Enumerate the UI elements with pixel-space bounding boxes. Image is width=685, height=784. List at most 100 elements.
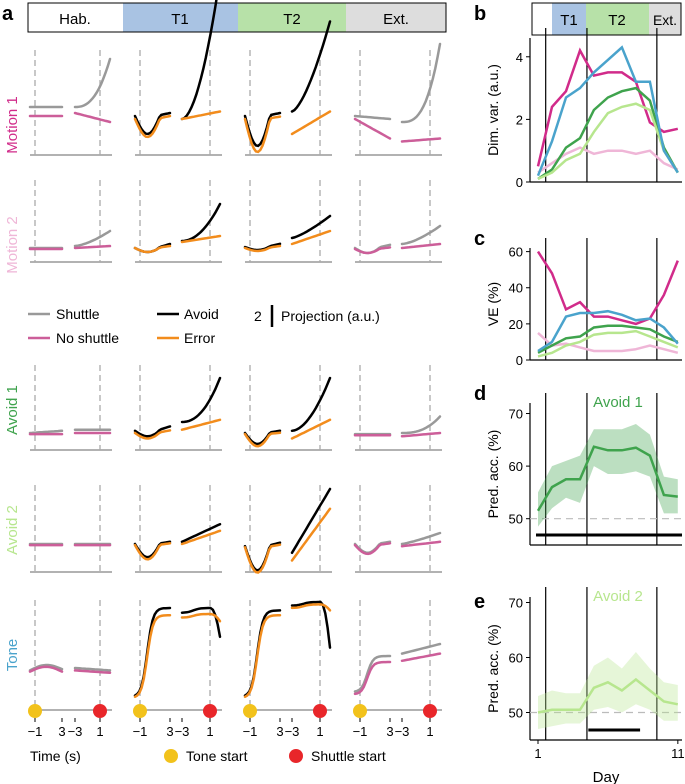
time-axis-label: Time (s) [30,748,81,764]
panel-letter-a: a [2,3,14,25]
panel-a-trace-shuttle [28,663,64,672]
legend-shuttle-label: Shuttle [56,306,100,322]
phase-hab-box [28,3,123,32]
shuttle-start-legend-dot [289,749,303,763]
y-tick-label: 20 [509,317,523,332]
panel-a-trace-error [180,612,222,623]
panel-a-trace-avoid [290,214,332,240]
y-tick-label: 60 [509,245,523,260]
panel-a-trace-avoid [180,606,222,639]
phase-t1-label: T1 [171,11,189,28]
panel-b-chart: 0 2 4 Dim. var. (a.u.) [485,28,682,190]
panel-a-trace-avoid [180,376,222,424]
time-tick-label: −3 [395,724,410,739]
panel-a-trace-error [290,603,332,612]
panel-a-trace-error [290,110,332,136]
panel-a-trace-noshuttle [73,244,112,250]
panel-a-trace-avoid [243,111,282,148]
x-tick-label: 11 [671,746,685,761]
y-tick-label: 4 [516,50,523,65]
tone-start-dot [28,704,42,718]
panel-letter-c: c [474,228,485,250]
time-tick-label: −3 [175,724,190,739]
panel-a-trace-noshuttle [353,117,392,140]
panel-a-trace-avoid [180,0,218,121]
panel-a-trace-error [180,529,222,546]
panel-a-trace-error [180,234,222,244]
y-tick-label: 60 [509,459,523,474]
y-tick-label: 0 [516,175,523,190]
time-tick-label: 1 [206,724,213,739]
scale-bar-label: Projection (a.u.) [281,308,380,324]
panel-a-traces [28,0,442,711]
time-tick-label: 1 [316,724,323,739]
time-tick-label: 3 [276,724,283,739]
panel-a-trace-shuttle [73,666,112,672]
panel-a-trace-error [133,244,172,254]
tone-start-dot [353,704,367,718]
phase-b-t2-label: T2 [608,12,626,29]
series-line-motion-1 [536,250,679,326]
panel-a-trace-noshuttle [73,111,112,124]
panel-a-trace-noshuttle [400,540,442,548]
y-tick-label: 70 [509,596,523,611]
phase-t2-label: T2 [283,11,301,28]
panel-a-trace-avoid [290,376,332,433]
panel-letter-e: e [474,591,485,613]
panel-a-trace-avoid [133,111,172,136]
x-axis-label: Day [593,769,620,784]
tone-start-dot [133,704,147,718]
panel-a-trace-shuttle [400,415,442,435]
time-tick-label: 3 [166,724,173,739]
time-tick-label: 3 [58,724,65,739]
panel-a-trace-error [243,431,282,448]
panel-a-trace-avoid [133,425,172,438]
panel-a-trace-error [133,542,172,561]
legend: Shuttle No shuttle Avoid Error 2 Project… [28,305,380,346]
row-label-avoid1: Avoid 1 [4,385,21,435]
panel-a-trace-error [133,114,172,139]
panel-a-trace-avoid [180,202,222,243]
legend-error-label: Error [184,330,215,346]
shuttle-start-dot [203,704,217,718]
shuttle-start-dot [313,704,327,718]
phase-hab-label: Hab. [59,11,91,28]
series-line-motion-2 [537,331,679,355]
tone-start-dot [243,704,257,718]
row-label-avoid2: Avoid 2 [4,505,21,555]
time-tick-label: −1 [28,724,43,739]
shuttle-start-legend-label: Shuttle start [311,748,386,764]
shuttle-start-dot [93,704,107,718]
y-tick-label: 40 [509,281,523,296]
y-axis-label: Pred. acc. (%) [485,624,501,713]
phase-b-ext-box [649,3,681,35]
time-tick-label: −1 [243,724,258,739]
y-tick-label: 60 [509,651,523,666]
shuttle-start-dot [423,704,437,718]
panel-a-trace-shuttle [353,654,392,693]
legend-noshuttle-label: No shuttle [56,330,119,346]
panel-a-trace-shuttle [73,229,112,248]
series-line-avoid-2 [537,329,679,358]
phase-bar-b: T1 T2 Ext. [531,2,682,36]
panel-a-trace-error [133,429,172,440]
time-tick-label: 1 [426,724,433,739]
panel-a-trace-error [180,110,222,121]
series-line-avoid-2 [537,677,679,714]
panel-a-trace-shuttle [28,429,64,435]
phase-b-hab-box [532,3,552,35]
panel-a-trace-shuttle [400,531,442,546]
series-line-tone [536,45,679,177]
phase-b-ext-label: Ext. [653,12,677,28]
series-line-tone [537,309,679,353]
time-tick-label: −3 [68,724,83,739]
panel-a-trace-noshuttle [73,669,112,675]
panel-d-chart: 50 60 70 Pred. acc. (%) Avoid 1 [485,393,682,546]
panel-a-trace-shuttle [400,642,442,655]
panel-a-trace-avoid [180,522,222,544]
x-tick-label: 1 [534,746,541,761]
panel-a-trace-error [243,543,282,574]
panel-a-trace-shuttle [353,114,392,121]
